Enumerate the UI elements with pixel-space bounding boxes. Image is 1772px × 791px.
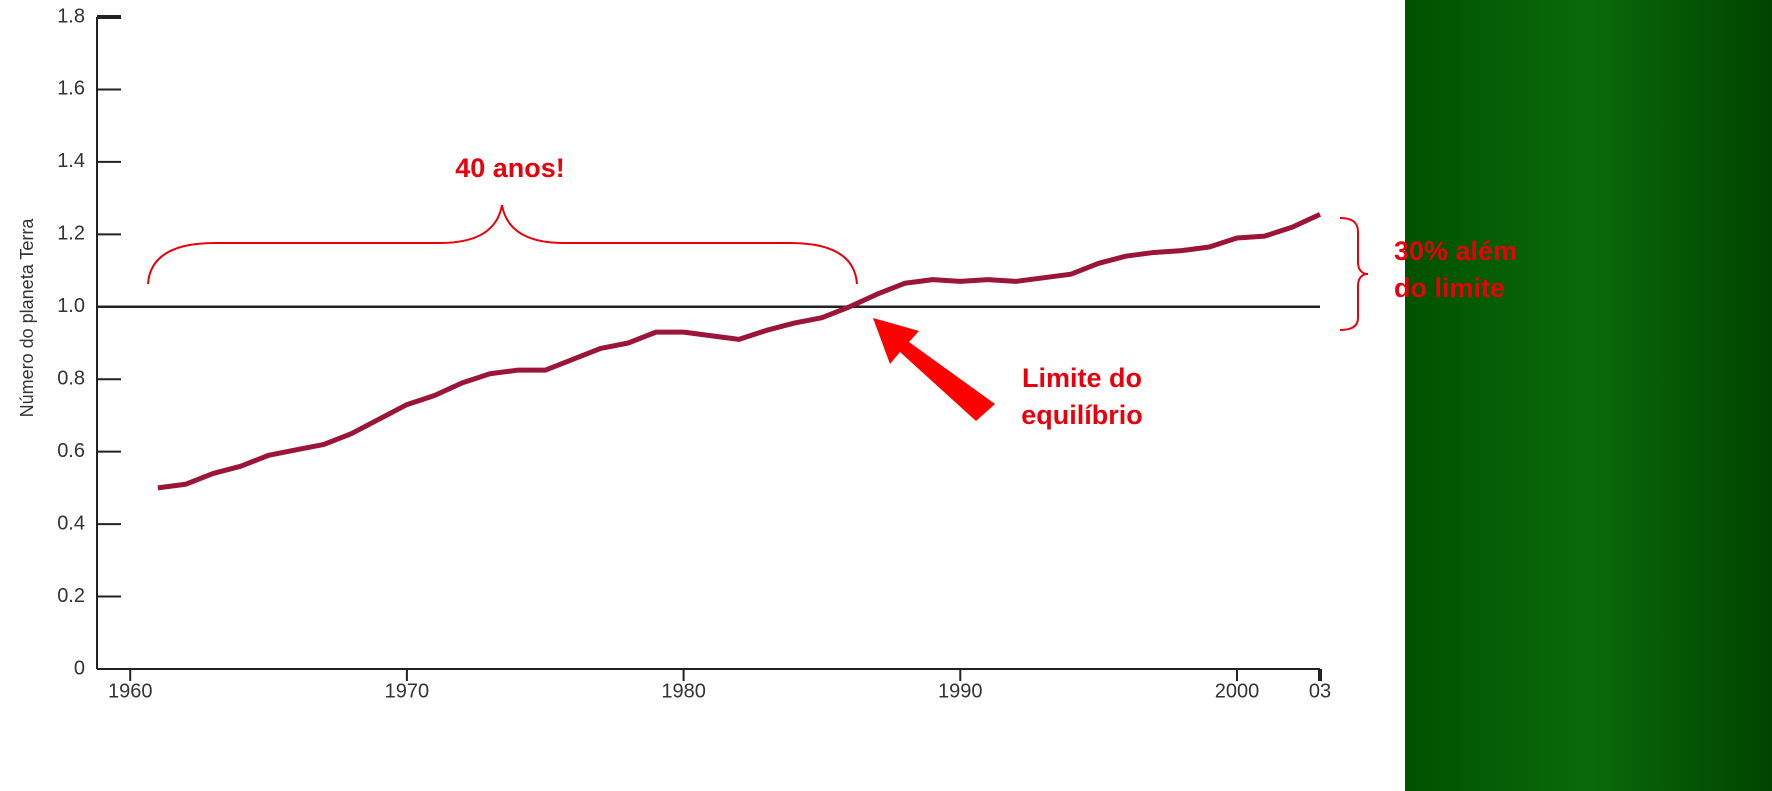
y-tick-label: 1.0 bbox=[57, 295, 85, 317]
annotation: 30% além bbox=[1394, 236, 1517, 266]
y-tick-label: 0.2 bbox=[57, 585, 85, 607]
annotation: do limite bbox=[1394, 273, 1505, 303]
y-tick-label: 1.8 bbox=[57, 5, 85, 27]
brace bbox=[1339, 217, 1369, 331]
y-axis-label: Número do planeta Terra bbox=[17, 218, 37, 418]
y-tick-label: 1.4 bbox=[57, 150, 85, 172]
x-tick-label: 2000 bbox=[1215, 680, 1260, 702]
y-tick-label: 0.8 bbox=[57, 368, 85, 390]
x-tick-label: 03 bbox=[1309, 680, 1331, 702]
x-tick-label: 1990 bbox=[938, 680, 983, 702]
x-tick-label: 1970 bbox=[385, 680, 430, 702]
brace bbox=[147, 204, 858, 285]
annotation: 40 anos! bbox=[455, 153, 565, 183]
annotation: Limite do bbox=[1022, 363, 1142, 393]
arrow bbox=[873, 318, 995, 421]
data-line bbox=[157, 212, 1322, 491]
x-tick-label: 1980 bbox=[661, 680, 706, 702]
y-tick-label: 1.6 bbox=[57, 78, 85, 100]
annotation: equilíbrio bbox=[1021, 400, 1143, 430]
side-panel bbox=[1405, 0, 1772, 791]
y-tick-label: 0.4 bbox=[57, 512, 85, 534]
y-tick-label: 1.2 bbox=[57, 223, 85, 245]
y-tick-label: 0 bbox=[74, 657, 85, 679]
y-tick-label: 0.6 bbox=[57, 440, 85, 462]
x-tick-label: 1960 bbox=[108, 680, 153, 702]
